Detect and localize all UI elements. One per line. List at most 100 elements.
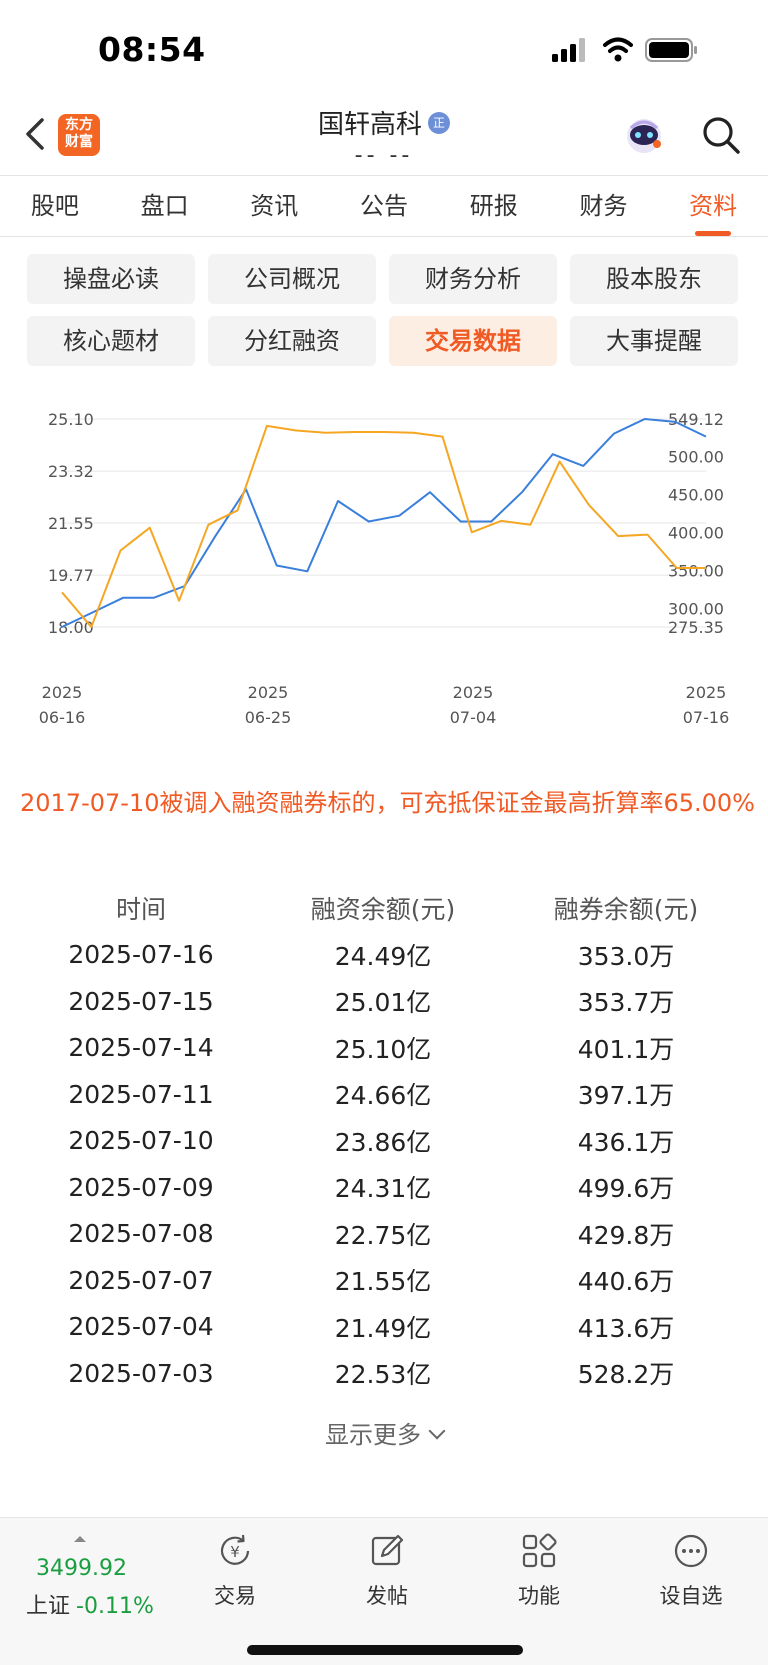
add-watchlist-label: 设自选 (659, 1584, 723, 1608)
cell-financing-balance: 22.75亿 (334, 1220, 432, 1250)
right-axis-tick: 500.00 (668, 447, 724, 466)
caret-up-icon (74, 1536, 86, 1542)
bottom-bar: 3499.92 上证 -0.11% ¥ 交易 发帖 功能 (0, 1517, 768, 1665)
x-tick-year: 2025 (686, 683, 727, 702)
index-name-row: 上证 -0.11% (26, 1588, 154, 1620)
cell-lending-balance: 499.6万 (577, 1174, 675, 1204)
cell-date: 2025-07-07 (68, 1265, 214, 1295)
tab-news[interactable]: 资讯 (250, 192, 299, 220)
cell-date: 2025-07-16 (68, 940, 214, 970)
x-tick-year: 2025 (42, 683, 83, 702)
subtab-core-themes[interactable]: 核心题材 (27, 316, 195, 366)
table-body: 2025-07-16 24.49亿 353.0万 2025-07-15 25.01亿 35… (20, 932, 748, 1397)
table-row: 2025-07-10 23.86亿 436.1万 (20, 1118, 748, 1165)
x-tick-year: 2025 (453, 683, 494, 702)
cellular-signal-icon (552, 38, 585, 62)
tab-guba[interactable]: 股吧 (30, 192, 79, 220)
right-axis-tick: 400.00 (668, 523, 724, 542)
edit-icon (371, 1534, 404, 1566)
left-axis-tick: 23.32 (48, 462, 94, 481)
cell-financing-balance: 24.49亿 (334, 941, 432, 971)
table-row: 2025-07-15 25.01亿 353.7万 (20, 978, 748, 1025)
x-tick-date: 07-16 (683, 708, 730, 727)
left-axis-tick: 21.55 (48, 514, 94, 533)
subtab-trading-data[interactable]: 交易数据 (389, 316, 557, 366)
margin-notice: 2017-07-10被调入融资融券标的，可充抵保证金最高折算率65.00% (20, 789, 755, 817)
cell-date: 2025-07-08 (68, 1219, 214, 1249)
tab-research[interactable]: 研报 (469, 192, 518, 220)
cell-lending-balance: 436.1万 (577, 1127, 675, 1157)
right-axis-tick: 300.00 (668, 599, 724, 618)
status-bar: 08:54 (0, 0, 768, 100)
table-row: 2025-07-14 25.10亿 401.1万 (20, 1025, 748, 1072)
right-axis-tick: 350.00 (668, 561, 724, 580)
table-row: 2025-07-09 24.31亿 499.6万 (20, 1164, 748, 1211)
subtab-financial-analysis[interactable]: 财务分析 (389, 254, 557, 304)
status-time: 08:54 (98, 30, 206, 69)
functions-label: 功能 (518, 1584, 560, 1608)
table-row: 2025-07-04 21.49亿 413.6万 (20, 1304, 748, 1351)
x-tick-year: 2025 (248, 683, 289, 702)
right-axis-tick: 450.00 (668, 485, 724, 504)
cell-date: 2025-07-03 (68, 1358, 214, 1388)
tab-pankou[interactable]: 盘口 (140, 192, 189, 220)
chevron-down-icon (428, 1422, 446, 1440)
cell-lending-balance: 429.8万 (577, 1220, 675, 1250)
cell-financing-balance: 22.53亿 (334, 1360, 432, 1390)
cell-date: 2025-07-15 (68, 986, 214, 1016)
show-more-label: 显示更多 (325, 1421, 421, 1449)
trade-button[interactable]: ¥ 交易 (185, 1532, 285, 1610)
logo-text-top: 东方 (65, 117, 93, 133)
header-divider (0, 175, 768, 176)
cell-financing-balance: 21.55亿 (334, 1267, 432, 1297)
subtab-trading-must-read[interactable]: 操盘必读 (27, 254, 195, 304)
ai-assistant-robot-icon[interactable] (622, 114, 666, 158)
zheng-badge: 正 (428, 111, 450, 134)
functions-button[interactable]: 功能 (489, 1532, 589, 1610)
header-financing-balance: 融资余额(元) (310, 895, 456, 925)
cell-financing-balance: 25.10亿 (334, 1034, 432, 1064)
left-axis-tick: 19.77 (48, 566, 94, 585)
wifi-icon (603, 37, 633, 62)
eastmoney-logo[interactable]: 东方 财富 (58, 114, 100, 156)
cell-lending-balance: 440.6万 (577, 1267, 675, 1297)
index-name: 上证 (26, 1594, 71, 1619)
apps-icon (522, 1533, 557, 1568)
main-tabs: 股吧 盘口 资讯 公告 研报 财务 资料 (0, 178, 768, 236)
cell-financing-balance: 25.01亿 (334, 988, 432, 1018)
tab-announcements[interactable]: 公告 (360, 192, 409, 220)
lending-balance-line (61, 424, 706, 628)
subtab-dividend-financing[interactable]: 分红融资 (208, 316, 376, 366)
cell-date: 2025-07-09 (68, 1172, 214, 1202)
left-axis-tick: 25.10 (48, 410, 94, 429)
cell-date: 2025-07-11 (68, 1079, 214, 1109)
search-icon[interactable] (700, 114, 742, 156)
cell-date: 2025-07-04 (68, 1312, 214, 1342)
right-axis-tick: 275.35 (668, 618, 724, 637)
sub-tabs: 操盘必读 公司概况 财务分析 股本股东 核心题材 分红融资 交易数据 大事提醒 (27, 254, 741, 366)
show-more-button[interactable]: 显示更多 (0, 1415, 768, 1450)
x-tick-date: 06-25 (245, 708, 292, 727)
cell-lending-balance: 401.1万 (577, 1034, 675, 1064)
left-axis-tick: 18.00 (48, 618, 94, 637)
add-watchlist-button[interactable]: 设自选 (641, 1532, 741, 1610)
logo-text-bottom: 财富 (65, 134, 93, 150)
more-icon (674, 1534, 708, 1568)
table-row: 2025-07-16 24.49亿 353.0万 (20, 932, 748, 979)
battery-icon (645, 38, 697, 62)
index-change: -0.11% (76, 1594, 154, 1619)
subtab-shareholders[interactable]: 股本股东 (570, 254, 738, 304)
status-icons (552, 37, 697, 62)
subtab-events[interactable]: 大事提醒 (570, 316, 738, 366)
tab-profile[interactable]: 资料 (658, 178, 768, 236)
post-button[interactable]: 发帖 (337, 1532, 437, 1610)
nav-bar (0, 100, 768, 176)
cell-lending-balance: 353.0万 (577, 941, 675, 971)
cell-lending-balance: 528.2万 (577, 1360, 675, 1390)
back-arrow-icon[interactable] (20, 112, 54, 156)
tab-finance[interactable]: 财务 (579, 192, 628, 220)
table-row: 2025-07-08 22.75亿 429.8万 (20, 1211, 748, 1258)
subtab-company-overview[interactable]: 公司概况 (208, 254, 376, 304)
cell-date: 2025-07-14 (68, 1033, 214, 1063)
x-tick-date: 06-16 (39, 708, 86, 727)
